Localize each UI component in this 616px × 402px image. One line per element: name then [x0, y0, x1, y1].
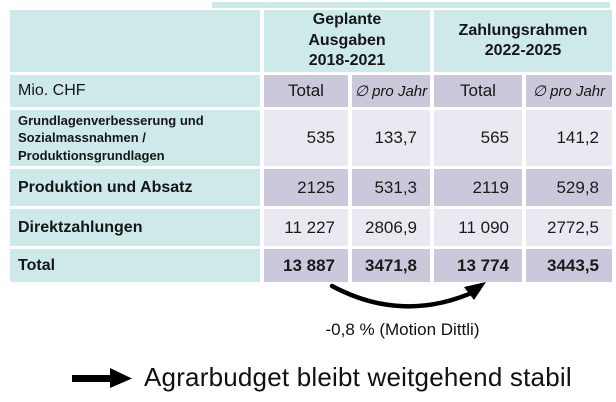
table-top-strip	[212, 2, 610, 8]
cell-value: 141,2	[526, 110, 612, 166]
cell-value: 531,3	[352, 169, 430, 206]
subheader-per-year-1: ∅ pro Jahr	[352, 75, 430, 107]
row-label-grundlagen: Grundlagenverbesserung und Sozialmassnah…	[10, 110, 260, 166]
cell-value-total: 13 887	[264, 249, 348, 282]
cell-value: 565	[434, 110, 522, 166]
delta-annotation: -0,8 % (Motion Dittli)	[325, 320, 480, 339]
cell-value: 535	[264, 110, 348, 166]
cell-value: 2125	[264, 169, 348, 206]
row-label-produktion: Produktion und Absatz	[10, 169, 260, 206]
column-group-planned-expenses: Geplante Ausgaben 2018-2021	[264, 10, 430, 72]
header-corner-cell	[10, 10, 260, 72]
unit-label: Mio. CHF	[10, 75, 260, 107]
column-group-payment-frame: Zahlungsrahmen 2022-2025	[434, 10, 612, 72]
row-label-total: Total	[10, 249, 260, 282]
cell-value: 2772,5	[526, 209, 612, 246]
cell-value-total: 3471,8	[352, 249, 430, 282]
cell-value: 2806,9	[352, 209, 430, 246]
cell-value: 11 227	[264, 209, 348, 246]
cell-value: 529,8	[526, 169, 612, 206]
cell-value: 2119	[434, 169, 522, 206]
cell-value-total: 13 774	[434, 249, 522, 282]
subheader-total-1: Total	[264, 75, 348, 107]
cell-value: 11 090	[434, 209, 522, 246]
right-arrow-icon	[72, 367, 132, 388]
budget-table: Geplante Ausgaben 2018-2021 Zahlungsrahm…	[10, 10, 612, 282]
conclusion-text: Agrarbudget bleibt weitgehend stabil	[144, 362, 572, 392]
cell-value-total: 3443,5	[526, 249, 612, 282]
subheader-per-year-2: ∅ pro Jahr	[526, 75, 612, 107]
row-label-direktzahlungen: Direktzahlungen	[10, 209, 260, 246]
curved-comparison-arrow-icon	[329, 282, 486, 309]
subheader-total-2: Total	[434, 75, 522, 107]
conclusion-line: Agrarbudget bleibt weitgehend stabil	[70, 362, 572, 393]
cell-value: 133,7	[352, 110, 430, 166]
